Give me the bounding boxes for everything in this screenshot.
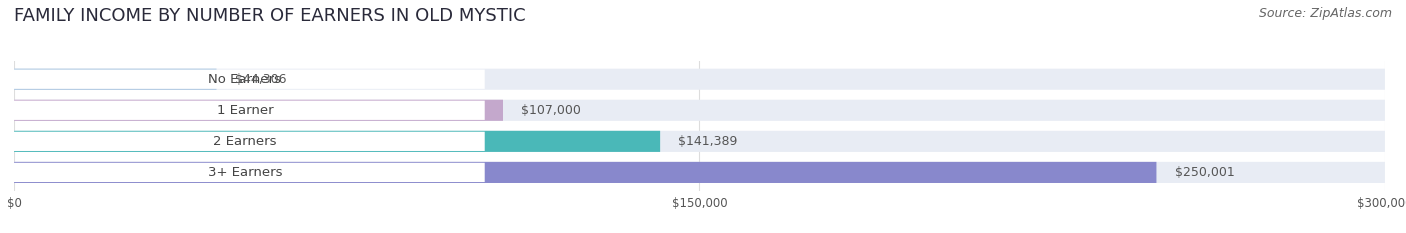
Text: $107,000: $107,000 <box>522 104 581 117</box>
FancyBboxPatch shape <box>14 100 1385 121</box>
Text: 3+ Earners: 3+ Earners <box>208 166 283 179</box>
Text: $250,001: $250,001 <box>1175 166 1234 179</box>
FancyBboxPatch shape <box>14 69 1385 90</box>
FancyBboxPatch shape <box>14 131 1385 152</box>
FancyBboxPatch shape <box>14 100 503 121</box>
Text: 2 Earners: 2 Earners <box>214 135 277 148</box>
FancyBboxPatch shape <box>14 69 217 90</box>
Text: $141,389: $141,389 <box>679 135 738 148</box>
FancyBboxPatch shape <box>14 162 1157 183</box>
FancyBboxPatch shape <box>4 132 485 151</box>
FancyBboxPatch shape <box>4 101 485 120</box>
Text: $44,306: $44,306 <box>235 73 287 86</box>
FancyBboxPatch shape <box>14 162 1385 183</box>
FancyBboxPatch shape <box>4 70 485 89</box>
Text: FAMILY INCOME BY NUMBER OF EARNERS IN OLD MYSTIC: FAMILY INCOME BY NUMBER OF EARNERS IN OL… <box>14 7 526 25</box>
Text: 1 Earner: 1 Earner <box>217 104 273 117</box>
Text: Source: ZipAtlas.com: Source: ZipAtlas.com <box>1258 7 1392 20</box>
FancyBboxPatch shape <box>4 163 485 182</box>
Text: No Earners: No Earners <box>208 73 281 86</box>
FancyBboxPatch shape <box>14 131 661 152</box>
